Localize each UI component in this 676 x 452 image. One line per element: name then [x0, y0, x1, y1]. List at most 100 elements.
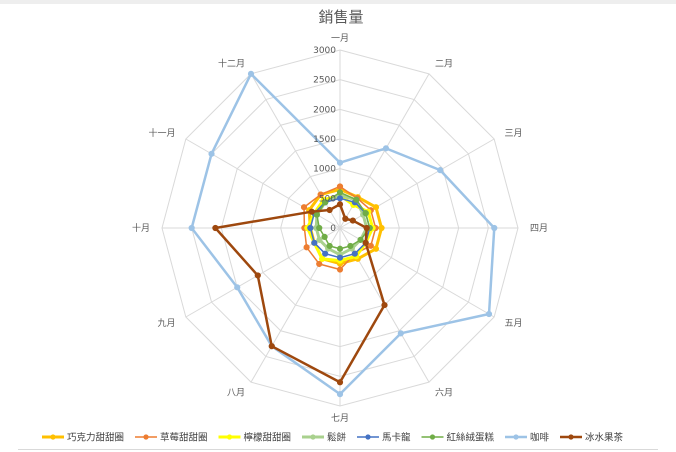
category-label: 十一月: [148, 127, 175, 139]
legend-marker: [50, 434, 56, 440]
legend-marker: [568, 434, 574, 440]
data-point: [326, 206, 333, 214]
data-point: [308, 208, 315, 215]
data-point: [208, 150, 215, 157]
top-border: [0, 0, 676, 4]
tick-label: 1500: [313, 135, 336, 145]
category-label: 九月: [157, 318, 175, 329]
chart-title: 銷售量: [318, 8, 363, 26]
data-point: [268, 343, 275, 350]
legend-item: 紅絲絨蛋糕: [421, 432, 495, 444]
legend-label: 檸檬甜甜圈: [244, 432, 292, 444]
data-point: [336, 159, 344, 166]
data-point: [326, 242, 333, 250]
data-point: [188, 224, 195, 232]
series-7: [212, 201, 388, 386]
data-point: [311, 239, 318, 246]
data-point: [336, 245, 344, 252]
legend-label: 冰水果茶: [585, 432, 624, 444]
data-point: [491, 224, 498, 232]
legend-label: 馬卡龍: [382, 432, 411, 444]
category-label: 六月: [435, 387, 453, 399]
data-point: [316, 224, 323, 232]
category-label: 四月: [530, 223, 548, 234]
legend-item: 草莓甜甜圈: [135, 432, 208, 444]
legend-marker: [143, 434, 149, 440]
legend-marker: [429, 434, 436, 440]
category-label: 三月: [505, 128, 523, 139]
data-point: [336, 195, 344, 202]
bottom-rule: [18, 449, 658, 450]
data-point: [316, 236, 323, 243]
data-point: [342, 215, 349, 222]
data-point: [367, 242, 374, 249]
category-label: 五月: [505, 318, 523, 329]
data-point: [303, 244, 310, 251]
data-point: [336, 379, 344, 386]
legend-label: 鬆餅: [327, 432, 347, 444]
data-point: [336, 189, 344, 196]
legend-marker: [365, 434, 371, 440]
data-point: [397, 330, 404, 337]
legend-item: 巧克力甜甜圈: [42, 432, 124, 444]
data-point: [372, 204, 380, 211]
data-point: [317, 191, 324, 198]
data-point: [336, 254, 344, 261]
data-point: [351, 250, 358, 257]
data-point: [336, 266, 344, 273]
legend-label: 巧克力甜甜圈: [67, 432, 124, 444]
data-point: [437, 167, 444, 174]
data-point: [485, 310, 493, 318]
legend: 巧克力甜甜圈 草莓甜甜圈 檸檬甜甜圈 鬆餅 馬卡龍 紅絲絨蛋糕 咖啡 冰水果茶: [42, 432, 624, 444]
tick-label: 3000: [313, 46, 336, 56]
legend-label: 草莓甜甜圈: [160, 432, 208, 444]
tick-label: 500: [319, 194, 336, 204]
data-point: [316, 260, 323, 268]
category-label: 十二月: [218, 57, 245, 69]
series-6: [188, 70, 498, 398]
data-point: [357, 236, 364, 243]
category-label: 二月: [435, 58, 453, 69]
legend-label: 紅絲絨蛋糕: [447, 432, 495, 444]
category-label: 七月: [331, 413, 349, 424]
data-point: [319, 255, 326, 262]
category-label: 八月: [227, 388, 245, 399]
legend-item: 咖啡: [505, 432, 550, 444]
data-point: [353, 196, 360, 203]
data-point: [378, 224, 385, 232]
data-point: [254, 272, 261, 279]
data-point: [313, 211, 320, 218]
legend-item: 檸檬甜甜圈: [218, 432, 292, 444]
series-layer: [188, 70, 498, 398]
category-label: 一月: [331, 33, 349, 44]
data-point: [362, 210, 369, 217]
legend-label: 咖啡: [530, 432, 550, 444]
data-point: [322, 250, 329, 257]
legend-item: 馬卡龍: [357, 432, 411, 444]
data-point: [336, 391, 344, 398]
category-label: 十月: [132, 222, 150, 234]
data-point: [321, 233, 328, 240]
data-point: [234, 284, 241, 291]
data-point: [362, 239, 369, 246]
data-point: [382, 145, 390, 152]
data-point: [212, 224, 219, 232]
data-point: [363, 224, 370, 232]
tick-label: 2000: [313, 105, 336, 115]
tick-labels: 0 500 1000 1500 2000 2500 3000: [313, 46, 336, 234]
legend-item: 冰水果茶: [560, 432, 624, 444]
data-point: [336, 183, 344, 190]
data-point: [307, 224, 314, 232]
data-point: [349, 217, 356, 224]
data-point: [347, 242, 354, 250]
data-point: [381, 301, 388, 309]
tick-label: 2500: [313, 76, 336, 86]
legend-marker: [310, 434, 316, 440]
legend-item: 鬆餅: [302, 432, 347, 444]
data-point: [322, 199, 329, 206]
tick-label: 0: [330, 224, 336, 234]
data-point: [336, 201, 344, 208]
